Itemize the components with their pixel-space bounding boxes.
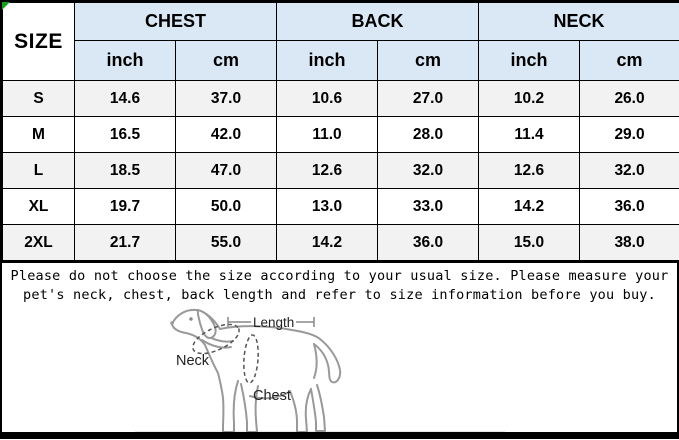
cell-value: 14.6 xyxy=(74,80,176,117)
cell-value: 37.0 xyxy=(174,80,278,117)
table-unit-header-row: inch cm inch cm inch cm xyxy=(3,40,679,81)
bottom-black-bar xyxy=(0,432,679,439)
neck-label: Neck xyxy=(176,353,210,369)
cell-value: 21.7 xyxy=(74,224,176,261)
neck-measure-ellipse xyxy=(192,323,240,355)
cell-value: 12.6 xyxy=(276,152,379,189)
cell-value: 50.0 xyxy=(174,188,278,225)
table-row-xl: XL 19.7 50.0 13.0 33.0 14.2 36.0 xyxy=(2,188,679,225)
cell-value: 12.6 xyxy=(478,152,581,189)
back-group-header: BACK xyxy=(276,2,480,41)
cell-value: 18.5 xyxy=(74,152,176,189)
size-label: L xyxy=(2,152,75,189)
chest-cm-header: cm xyxy=(174,40,278,81)
chest-label: Chest xyxy=(253,388,291,404)
neck-cm-header: cm xyxy=(579,40,679,81)
chest-group-header: CHEST xyxy=(73,2,278,41)
size-label: M xyxy=(2,116,75,153)
chest-inch-header: inch xyxy=(74,40,176,81)
cell-value: 29.0 xyxy=(579,116,679,153)
size-table: SIZE CHEST BACK NECK inch cm inch cm inc… xyxy=(2,2,679,261)
size-label: S xyxy=(2,80,75,117)
length-measure-line xyxy=(227,317,315,327)
table-row-s: S 14.6 37.0 10.6 27.0 10.2 26.0 xyxy=(2,80,679,117)
cell-value: 32.0 xyxy=(579,152,679,189)
table-group-header-row: SIZE CHEST BACK NECK xyxy=(2,2,679,81)
note-line-2: pet's neck, chest, back length and refer… xyxy=(23,287,656,303)
back-cm-header: cm xyxy=(377,40,480,81)
cell-value: 55.0 xyxy=(174,224,278,261)
cell-value: 10.6 xyxy=(276,80,379,117)
size-label: 2XL xyxy=(2,224,75,261)
table-row-l: L 18.5 47.0 12.6 32.0 12.6 32.0 xyxy=(2,152,679,189)
cell-value: 38.0 xyxy=(579,224,679,261)
neck-group-header: NECK xyxy=(478,2,679,41)
cell-value: 27.0 xyxy=(377,80,480,117)
table-row-2xl: 2XL 21.7 55.0 14.2 36.0 15.0 38.0 xyxy=(2,224,679,261)
cell-value: 10.2 xyxy=(478,80,581,117)
dog-illustration: Length Neck Chest xyxy=(135,308,505,433)
length-label: Length xyxy=(253,315,294,330)
cell-value: 26.0 xyxy=(579,80,679,117)
cell-value: 14.2 xyxy=(478,188,581,225)
cell-value: 14.2 xyxy=(276,224,379,261)
dog-ear xyxy=(196,308,217,340)
size-label: XL xyxy=(2,188,75,225)
cell-value: 19.7 xyxy=(74,188,176,225)
dog-eye xyxy=(189,317,193,321)
table-row-m: M 16.5 42.0 11.0 28.0 11.4 29.0 xyxy=(2,116,679,153)
cell-value: 36.0 xyxy=(579,188,679,225)
cell-value: 42.0 xyxy=(174,116,278,153)
cell-value: 47.0 xyxy=(174,152,278,189)
cell-value: 33.0 xyxy=(377,188,480,225)
chest-measure-ellipse xyxy=(243,334,259,384)
cell-value: 15.0 xyxy=(478,224,581,261)
back-inch-header: inch xyxy=(276,40,379,81)
cell-value: 32.0 xyxy=(377,152,480,189)
cell-value: 28.0 xyxy=(377,116,480,153)
dog-nose xyxy=(170,321,174,325)
corner-marker-icon xyxy=(2,2,10,10)
size-table-sheet: SIZE CHEST BACK NECK inch cm inch cm inc… xyxy=(0,0,679,307)
cell-value: 16.5 xyxy=(74,116,176,153)
dog-measure-diagram: Length Neck Chest xyxy=(0,307,679,433)
cell-value: 11.4 xyxy=(478,116,581,153)
cell-value: 36.0 xyxy=(377,224,480,261)
note-line-1: Please do not choose the size according … xyxy=(10,268,669,284)
cell-value: 11.0 xyxy=(276,116,379,153)
neck-inch-header: inch xyxy=(478,40,581,81)
cell-value: 13.0 xyxy=(276,188,379,225)
measuring-note: Please do not choose the size according … xyxy=(2,261,677,307)
size-header: SIZE xyxy=(2,2,75,81)
